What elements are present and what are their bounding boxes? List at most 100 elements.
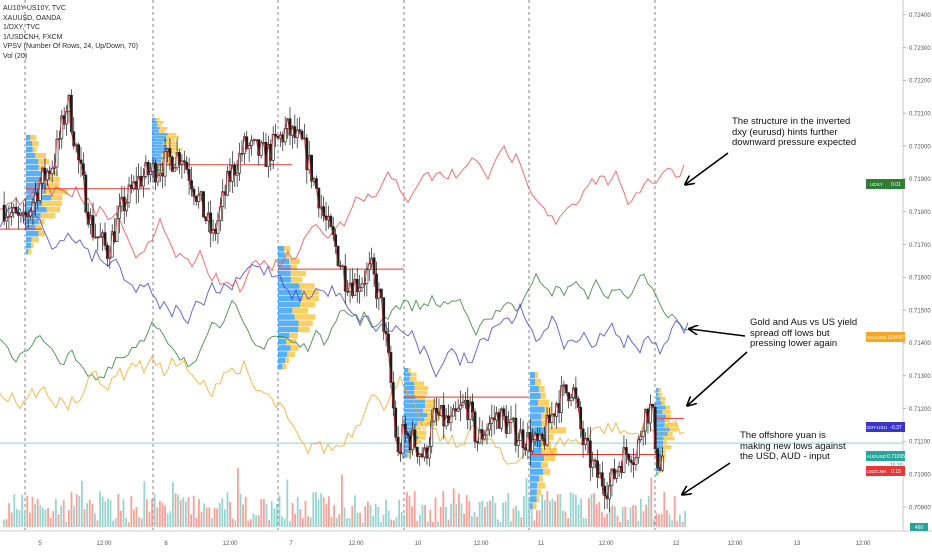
volume-bar [91,503,94,527]
volume-bar [621,506,624,527]
time-tick-label: 12:00 [348,541,364,547]
volume-bar [333,505,335,527]
badge-spread-label: AU10Y-US10Y [861,425,891,430]
volume-bar [99,491,101,527]
volume-bar [242,504,244,527]
volume-bar [543,500,546,527]
vp-row-down [290,264,297,271]
volume-bar [161,502,164,527]
volume-bar [146,499,148,527]
volume-bar [434,497,437,527]
time-tick-label: 10 [415,541,422,547]
volume-bar [530,508,533,527]
vp-row-up [530,399,538,406]
badge-audusd-label-bg [866,451,887,461]
volume-bar [634,505,637,527]
volume-bar [580,498,582,527]
volume-bar [603,517,606,527]
volume-bar [627,519,629,527]
annotation-gold-line: Gold and Aus vs US yield [750,317,858,328]
volume-bar [598,501,601,527]
vp-row-up [656,440,664,445]
volume-bar [109,499,112,527]
volume-bar [237,467,239,527]
legend-vol[interactable]: Vol (20) [3,52,28,60]
annotation-arrow [688,351,748,405]
vp-row-up [26,243,32,249]
volume-bar [512,508,515,527]
price-axis[interactable]: 0.72400 0.72300 0.72200 0.72100 0.72000 0.719… [902,0,931,530]
vp-row-up [26,141,33,147]
volume-bar [213,507,216,527]
volume-bar [83,509,86,527]
volume-bar [133,509,135,527]
volume-bar [70,492,73,527]
series-gold-line [0,355,685,465]
volume-bar [673,495,676,527]
badge-udxy-value-bg [887,179,905,189]
price-close-line [3,95,663,500]
volume-bar [663,491,666,527]
vp-row-down [661,401,665,406]
volume-bar [660,514,663,527]
volume-bar [312,492,315,527]
vp-row-down [538,385,545,393]
time-axis[interactable]: 5 12:00 6 12:00 7 12:00 10 12:00 11 12:00 12 12:00 1… [0,530,932,547]
volume-bar [187,497,190,527]
vp-row-up [404,444,409,449]
volume-bar [309,517,312,527]
vp-row-down [38,165,46,171]
volume-bar [575,494,577,527]
badge-udxy-label-bg [866,179,887,189]
vp-row-up [152,127,160,130]
volume-bar [44,509,47,527]
vp-row-up [530,447,542,455]
vp-row-down [410,449,414,454]
volume-bar [29,512,31,527]
vp-row-up [656,405,666,410]
volume-bar [304,500,307,527]
volume-bar [190,514,192,527]
vp-row-up [26,177,45,183]
volume-bar [281,516,283,527]
price-tick-label: 0.71700 [909,243,931,249]
legend-cnh[interactable]: 1/USDCNH, FXCM [3,33,63,41]
vp-row-down [667,432,673,436]
volume-bar [39,504,42,527]
annotation-dxy-line: The structure in the inverted [732,116,851,127]
legend-vpsv[interactable]: VPSV (Number Of Rows, 24, Up/Down, 70) [3,43,138,51]
volume-bar [497,519,499,527]
volume-bar [517,510,520,527]
legend-spread[interactable]: AU10Y-US10Y, TVC [3,5,66,12]
vp-row-down [663,440,668,445]
volume-bar [393,520,395,527]
volume-bar [582,517,585,527]
volume-bar [18,510,21,527]
vp-row-down [537,399,549,406]
annotation-yuan-line: making new lows against [740,440,846,452]
legend-dxy[interactable]: 1/DXY, TVC [3,24,41,32]
vp-row-up [530,503,533,510]
legend-gold[interactable]: XAUUSD, OANDA [3,14,61,22]
volume-bar [265,504,268,527]
vp-row-up [404,449,411,454]
volume-bar [556,494,559,527]
volume-bar [507,492,510,527]
volume-bar [484,507,486,527]
volume-bar [166,513,169,527]
volume-bar [60,505,62,527]
volume-bar [608,507,611,527]
badge-volume-value: 460 [915,525,924,531]
volume-bar [125,517,127,527]
vp-row-down [532,503,537,510]
volume-bar [234,520,237,527]
volume-profile [26,118,678,510]
volume-bar [231,518,234,527]
price-tick-label: 0.72400 [909,13,931,19]
vp-row-up [278,289,303,295]
vp-row-down [299,283,315,289]
vp-row-up [530,461,541,468]
volume-bar [619,521,621,527]
